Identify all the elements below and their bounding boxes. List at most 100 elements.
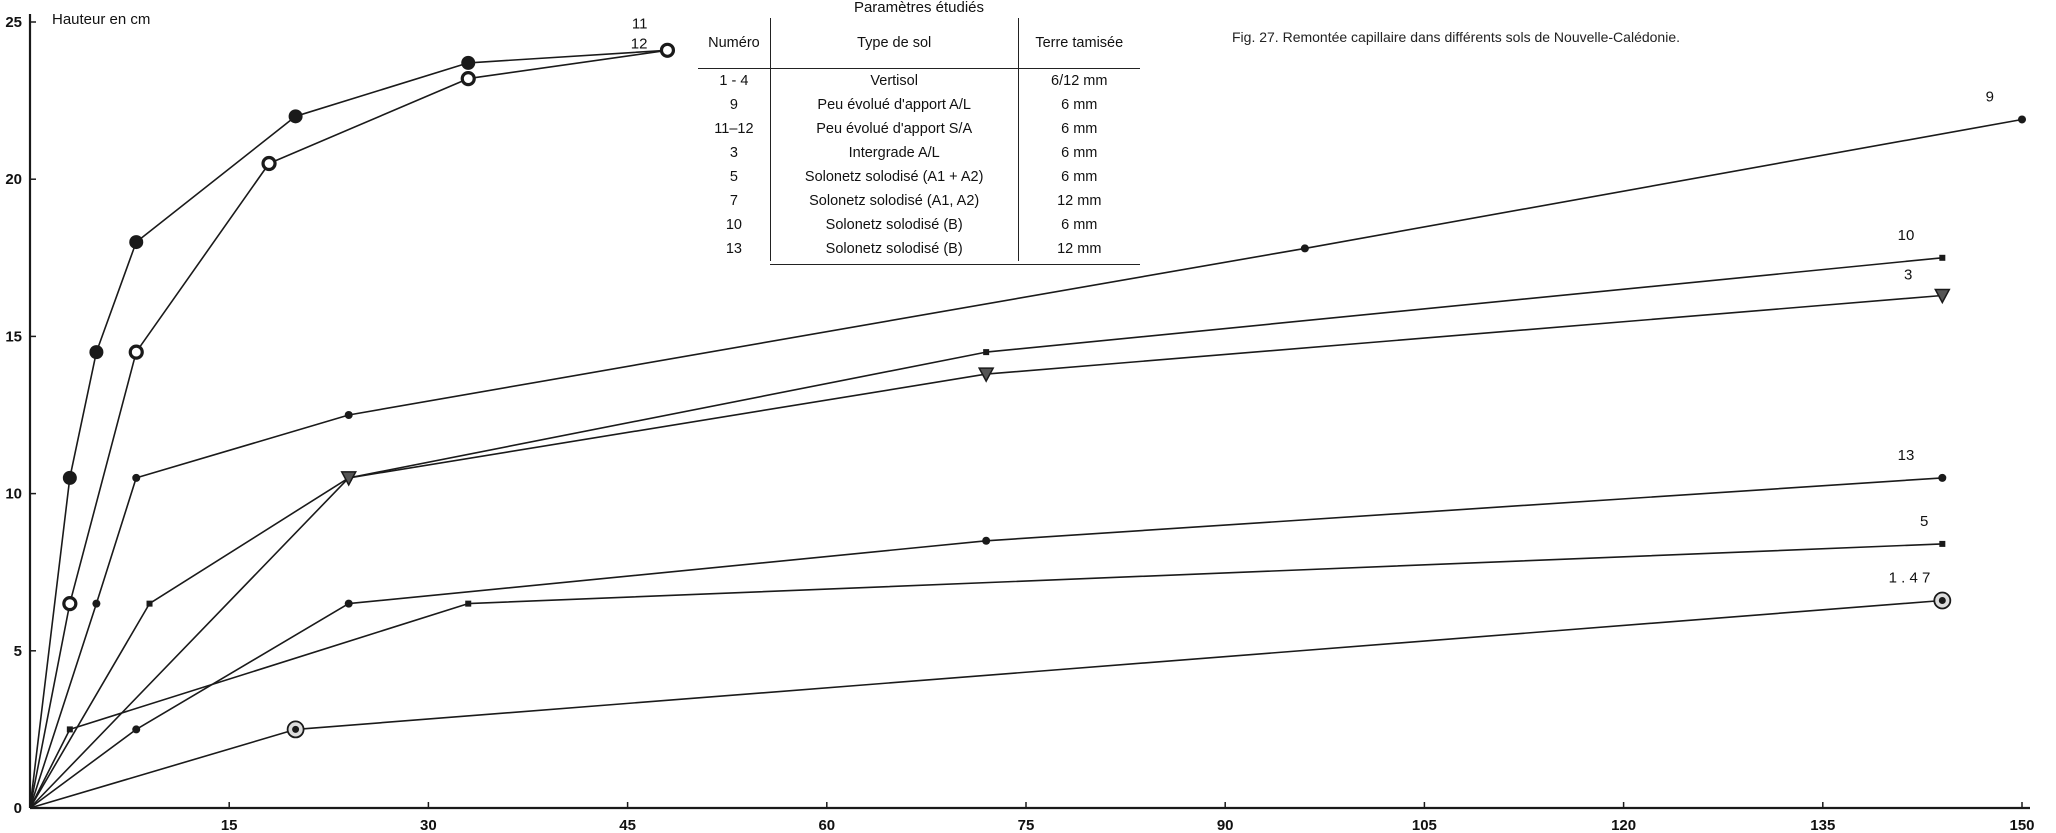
parameters-table: Paramètres étudiés Numéro Type de sol Te…	[698, 0, 1140, 265]
cell-terre-tamisee: 6 mm	[1061, 145, 1098, 161]
data-point	[132, 725, 141, 734]
cell-terre-tamisee: 6 mm	[1061, 169, 1098, 185]
series-line-10	[29, 257, 1943, 809]
x-tick-label: 75	[1018, 817, 1035, 833]
data-point-center	[292, 725, 300, 733]
data-point	[132, 473, 141, 482]
cell-type-de-sol: Peu évolué d'apport S/A	[769, 117, 1019, 141]
series-line-11	[29, 49, 668, 809]
cell-numero: 1 - 4	[719, 73, 749, 89]
table-row: 1 - 4 Vertisol 6/12 mm	[698, 68, 1140, 93]
y-tick-label: 25	[5, 14, 22, 31]
data-point	[66, 726, 73, 733]
cell-terre-tamisee: 6/12 mm	[1051, 73, 1108, 89]
series-label: 10	[1898, 227, 1915, 244]
series-line-9	[29, 118, 2023, 809]
header-type-de-sol: Type de sol	[769, 18, 1019, 69]
table-row: 10 Solonetz solodisé (B) 6 mm	[698, 213, 1140, 237]
x-tick-label: 105	[1412, 817, 1437, 833]
cell-numero: 13	[725, 241, 742, 257]
data-point	[1938, 473, 1947, 482]
data-point	[983, 349, 990, 356]
cell-numero: 11–12	[714, 121, 754, 137]
header-numero: Numéro	[698, 18, 771, 69]
cell-type-de-sol: Vertisol	[769, 68, 1019, 93]
cell-numero: 10	[725, 217, 742, 233]
table-header-row: Numéro Type de sol Terre tamisée	[698, 18, 1140, 69]
data-point	[659, 42, 676, 58]
cell-numero: 7	[729, 193, 738, 209]
y-axis-title: Hauteur en cm	[52, 11, 150, 28]
cell-terre-tamisee: 6 mm	[1061, 121, 1098, 137]
cell-type-de-sol: Intergrade A/L	[769, 141, 1019, 165]
cell-terre-tamisee: 12 mm	[1057, 241, 1102, 257]
cell-type-de-sol: Peu évolué d'apport A/L	[769, 93, 1019, 117]
series-label: 13	[1898, 447, 1915, 464]
cell-terre-tamisee: 12 mm	[1057, 193, 1102, 209]
cell-numero: 9	[729, 97, 738, 113]
table-row: 7 Solonetz solodisé (A1, A2) 12 mm	[698, 189, 1140, 213]
cell-numero: 5	[729, 169, 738, 185]
series-line-3	[29, 294, 1943, 809]
data-point	[92, 599, 101, 608]
data-point	[128, 344, 144, 360]
data-point	[2018, 115, 2026, 124]
series-label: 3	[1904, 267, 1912, 284]
data-point	[129, 235, 144, 250]
cell-type-de-sol: Solonetz solodisé (B)	[769, 237, 1019, 261]
cell-terre-tamisee: 6 mm	[1061, 217, 1098, 233]
x-tick-label: 120	[1611, 817, 1636, 833]
data-point	[288, 109, 303, 124]
table-row: 9 Peu évolué d'apport A/L 6 mm	[698, 93, 1140, 117]
x-tick-label: 150	[2009, 817, 2034, 833]
cell-numero: 3	[729, 145, 738, 161]
table-row: 13 Solonetz solodisé (B) 12 mm	[698, 237, 1140, 261]
y-tick-label: 10	[5, 486, 22, 503]
labels-layer: 11 12 9 10 3 13 5 1 . 4 7	[631, 15, 1994, 586]
data-point	[62, 470, 77, 485]
data-point	[340, 471, 357, 487]
y-tick-label: 20	[5, 171, 22, 188]
data-point	[465, 600, 472, 607]
series-line-5	[29, 543, 1943, 809]
cell-type-de-sol: Solonetz solodisé (B)	[769, 213, 1019, 237]
data-point	[261, 155, 277, 172]
cell-type-de-sol: Solonetz solodisé (A1 + A2)	[769, 165, 1019, 189]
x-tick-label: 135	[1810, 817, 1835, 833]
data-point	[977, 367, 995, 383]
table-caption: Paramètres étudiés	[853, 0, 985, 16]
series-layer	[29, 42, 2026, 809]
table-row: 3 Intergrade A/L 6 mm	[698, 141, 1140, 165]
series-label: 1 . 4 7	[1889, 569, 1931, 586]
series-label: 12	[631, 35, 648, 52]
data-point	[146, 600, 153, 607]
series-line-13	[29, 477, 1943, 809]
table-bottom-rule	[770, 264, 1140, 265]
y-tick-label: 0	[14, 800, 22, 817]
data-point	[89, 345, 104, 360]
data-point	[1300, 244, 1309, 253]
y-tick-label: 5	[14, 643, 22, 660]
x-tick-label: 90	[1217, 817, 1234, 833]
table-body: 1 - 4 Vertisol 6/12 mm 9 Peu évolué d'apport…	[698, 68, 1140, 261]
x-tick-label: 60	[818, 817, 835, 833]
data-point	[460, 70, 476, 87]
cell-type-de-sol: Solonetz solodisé (A1, A2)	[769, 189, 1019, 213]
data-point	[1939, 254, 1946, 261]
x-tick-label: 45	[619, 817, 636, 833]
series-line-12	[29, 49, 668, 809]
data-point-center	[1938, 596, 1946, 604]
header-terre-tamisee: Terre tamisée	[1018, 18, 1140, 69]
series-label: 9	[1986, 88, 1994, 105]
x-tick-label: 30	[420, 817, 437, 833]
figure-title: Fig. 27. Remontée capillaire dans différ…	[1232, 29, 1680, 45]
cell-terre-tamisee: 6 mm	[1061, 97, 1098, 113]
y-tick-label: 15	[5, 328, 22, 345]
series-label: 5	[1920, 513, 1928, 530]
table-row: 11–12 Peu évolué d'apport S/A 6 mm	[698, 117, 1140, 141]
data-point	[461, 55, 476, 70]
table-row: 5 Solonetz solodisé (A1 + A2) 6 mm	[698, 165, 1140, 189]
data-point	[1934, 288, 1951, 305]
